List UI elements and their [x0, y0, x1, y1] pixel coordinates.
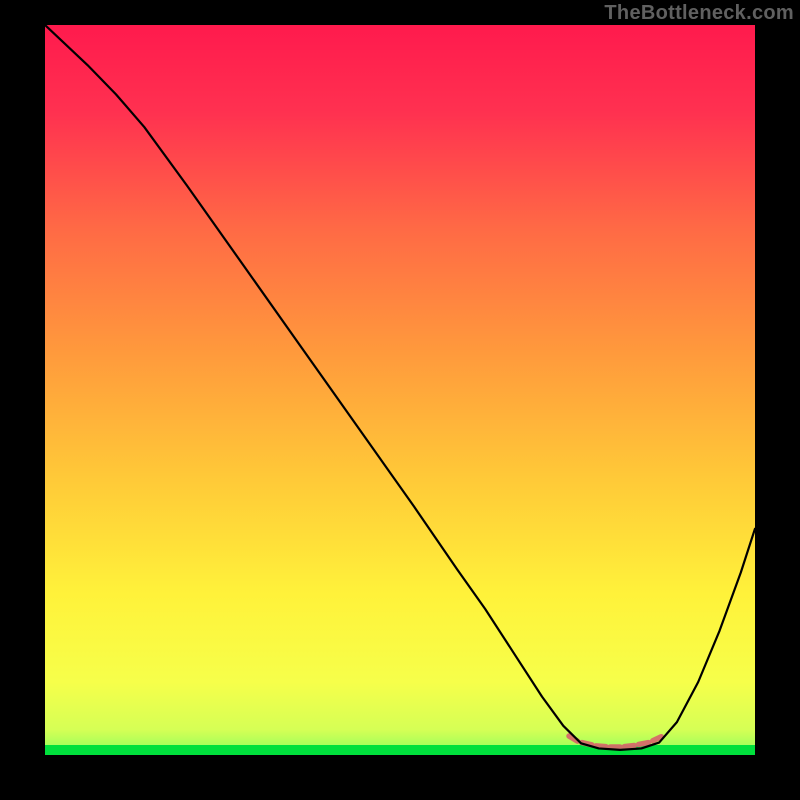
plot-area — [45, 25, 755, 755]
watermark-text: TheBottleneck.com — [604, 2, 794, 25]
chart-frame: TheBottleneck.com — [0, 0, 800, 800]
main-curve — [45, 25, 755, 750]
curve-layer — [45, 25, 755, 755]
